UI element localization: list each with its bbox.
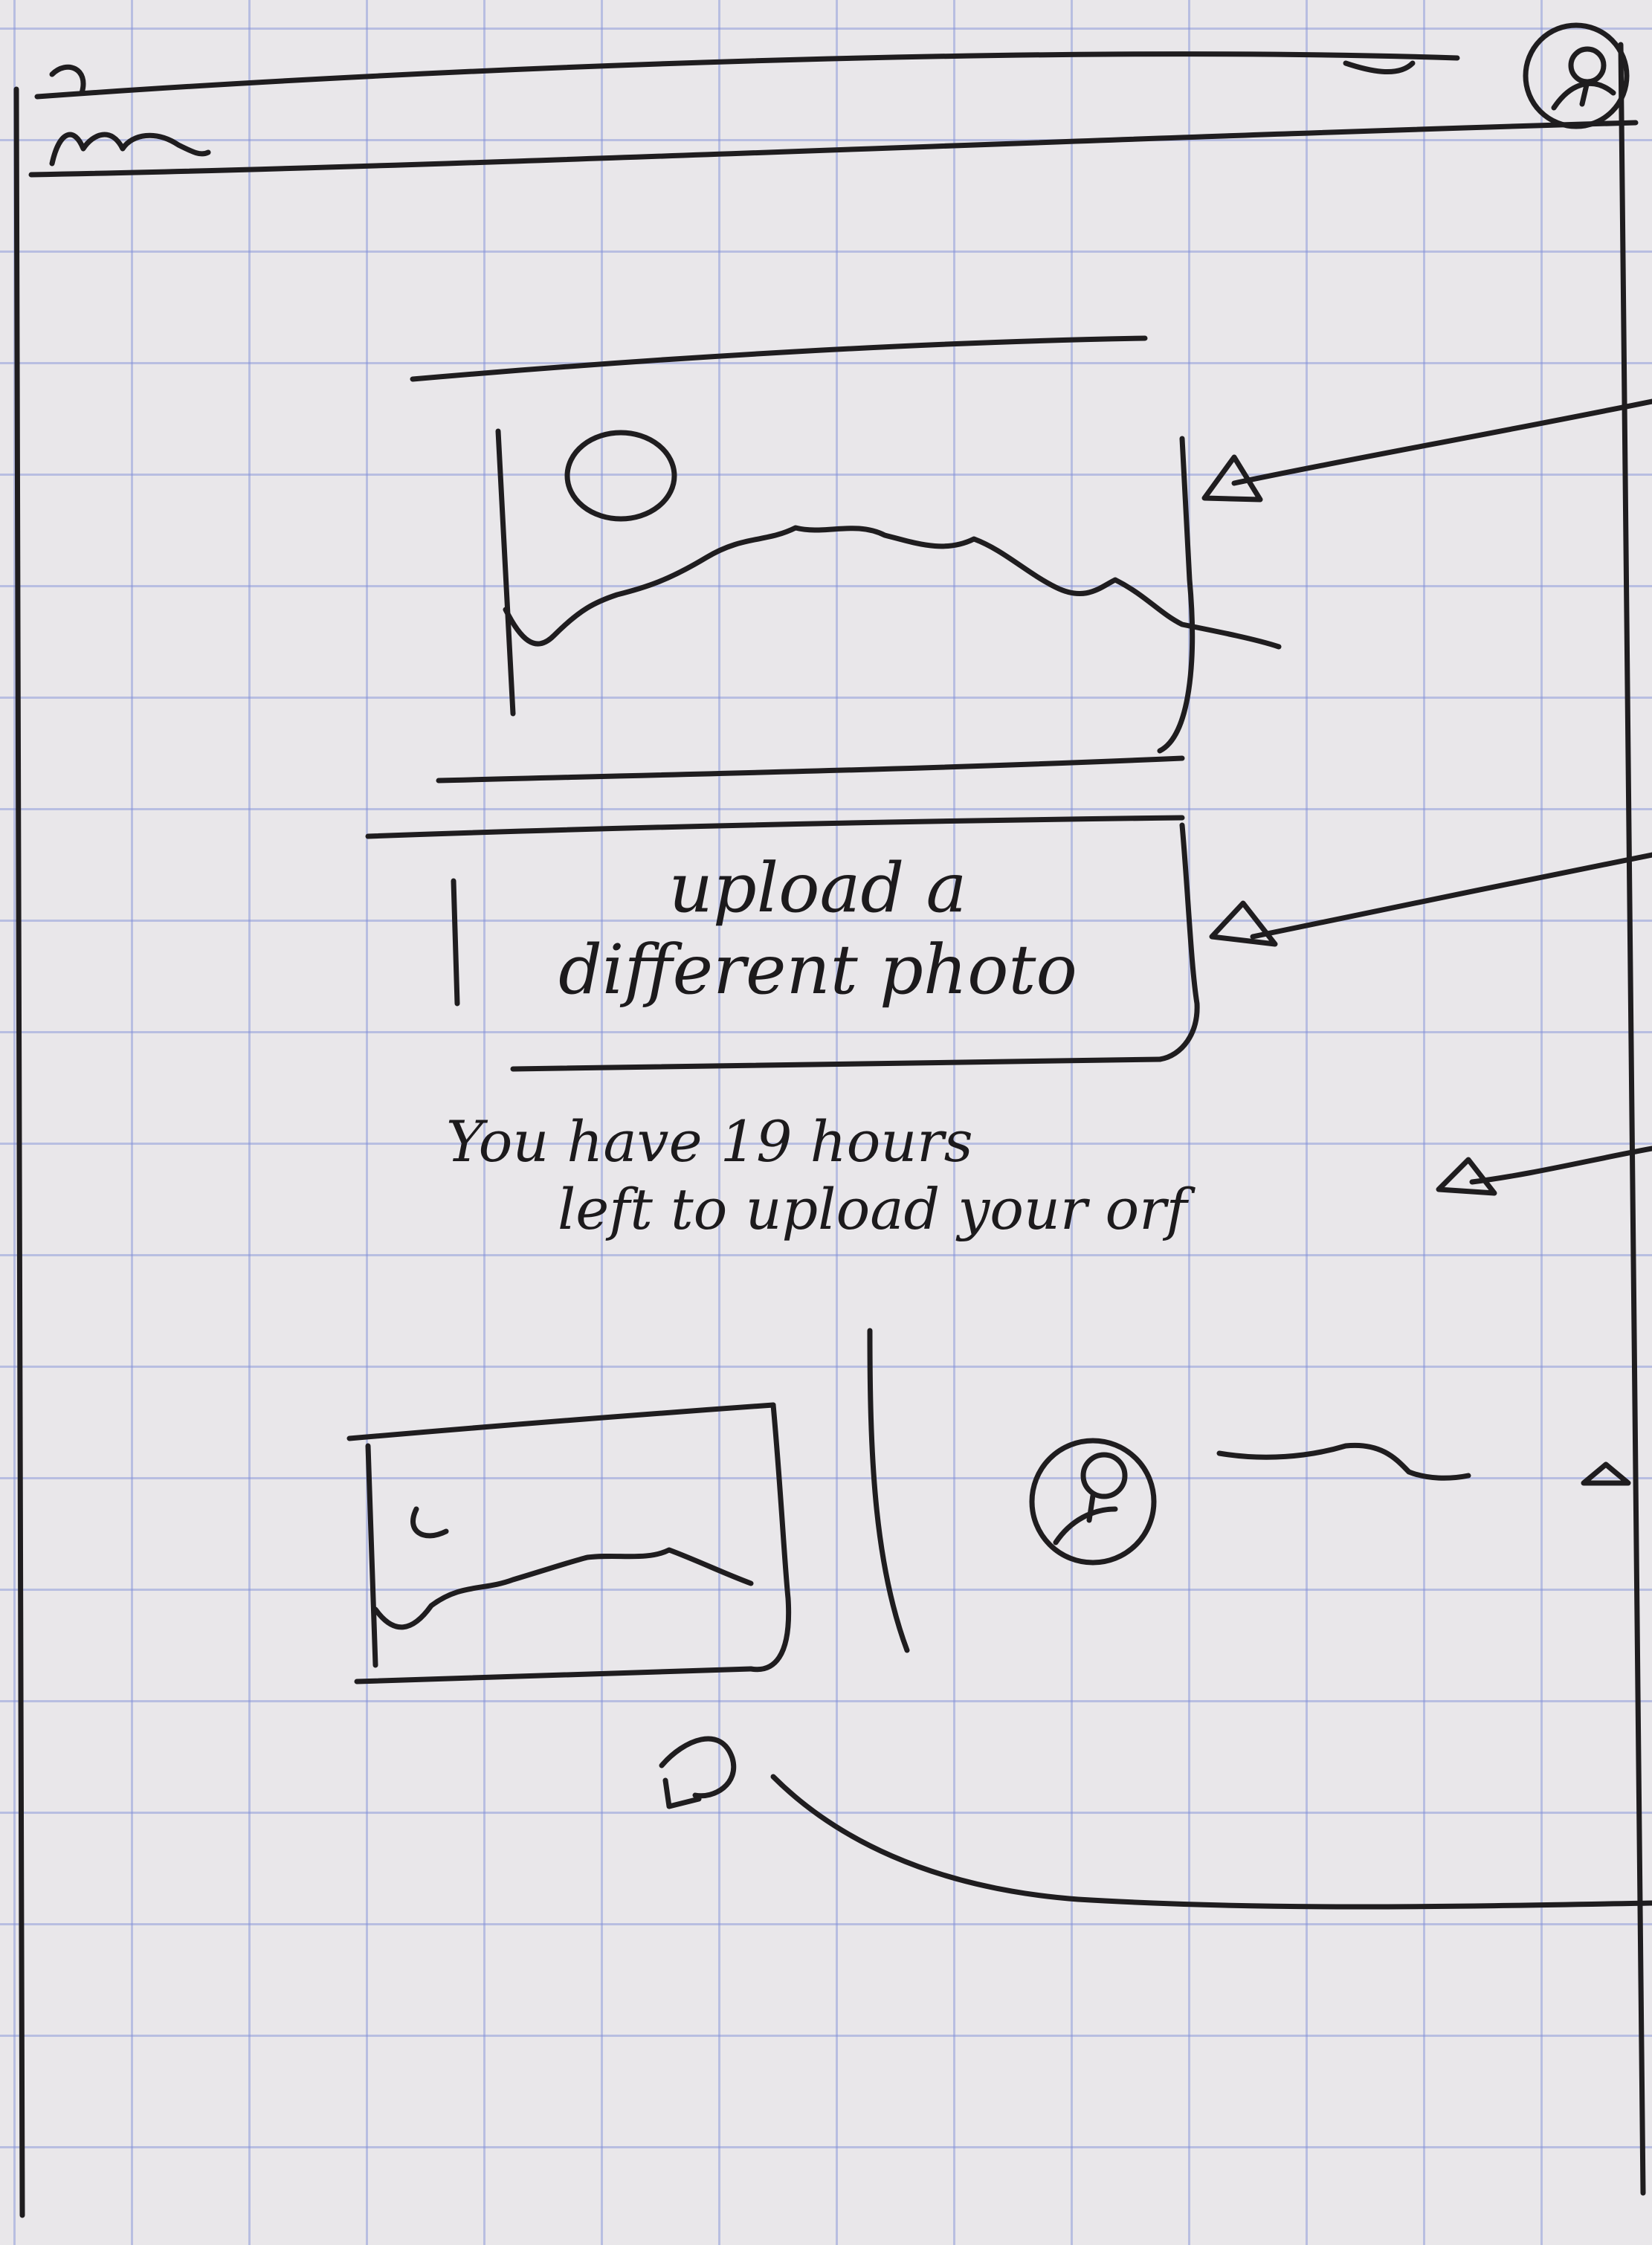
- timer-notice: You have 19 hours left to upload your or…: [446, 1108, 1264, 1243]
- upload-button[interactable]: upload a different photo: [476, 847, 1160, 1012]
- wave-logo-icon: [49, 64, 211, 167]
- row-divider: [867, 1328, 910, 1653]
- reviewer-avatar-icon[interactable]: [1029, 1438, 1157, 1566]
- reviewer-name-placeholder: [1216, 1442, 1471, 1481]
- annotation-arrow-timer: [1436, 1146, 1652, 1196]
- app-header: [28, 51, 1639, 178]
- annotation-arrow-row: [1581, 1461, 1631, 1486]
- photo-preview: [410, 335, 1196, 784]
- user-avatar-icon[interactable]: [1343, 22, 1630, 129]
- phone-frame: [13, 42, 1646, 2218]
- upload-button-frame: [365, 815, 1200, 1072]
- upload-button-label-1: upload a: [668, 848, 967, 928]
- annotation-arrow-thumbnail: [659, 1736, 1652, 1910]
- timer-notice-line-1: You have 19 hours: [446, 1108, 973, 1175]
- image-thumbnail-icon[interactable]: [346, 1402, 792, 1684]
- image-placeholder-icon: [503, 430, 1282, 650]
- upload-button-label-2: different photo: [558, 930, 1077, 1010]
- annotation-arrow-button: [1209, 852, 1652, 947]
- timer-notice-line-2: left to upload your orf: [558, 1176, 1187, 1243]
- annotation-arrow-preview: [1201, 398, 1652, 503]
